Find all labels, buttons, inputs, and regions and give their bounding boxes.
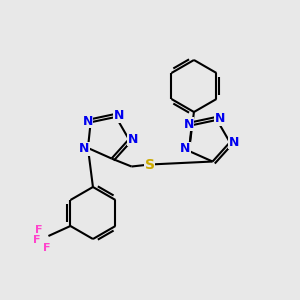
- Text: N: N: [229, 136, 239, 149]
- Text: N: N: [184, 118, 194, 131]
- Text: N: N: [114, 110, 124, 122]
- Text: N: N: [215, 112, 225, 125]
- Text: N: N: [79, 142, 89, 155]
- Text: N: N: [180, 146, 190, 158]
- Text: F: F: [33, 235, 40, 245]
- Text: F: F: [35, 225, 42, 235]
- Text: S: S: [145, 158, 154, 172]
- Text: N: N: [180, 142, 190, 155]
- Text: N: N: [128, 133, 138, 146]
- Text: N: N: [82, 115, 93, 128]
- Text: F: F: [43, 243, 50, 253]
